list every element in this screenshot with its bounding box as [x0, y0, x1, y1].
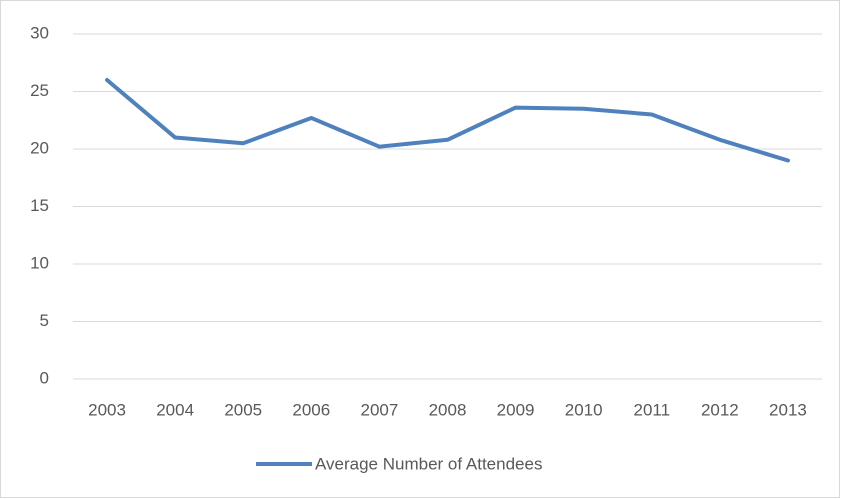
y-tick-label: 15 [30, 196, 49, 215]
x-tick-label: 2004 [156, 400, 194, 419]
x-tick-label: 2012 [701, 400, 739, 419]
x-tick-label: 2005 [224, 400, 262, 419]
x-tick-label: 2006 [292, 400, 330, 419]
x-tick-label: 2009 [497, 400, 535, 419]
legend-label: Average Number of Attendees [315, 454, 542, 473]
y-tick-label: 5 [40, 311, 49, 330]
x-tick-label: 2010 [565, 400, 603, 419]
x-tick-label: 2013 [769, 400, 807, 419]
y-tick-label: 20 [30, 138, 49, 157]
y-tick-label: 25 [30, 81, 49, 100]
y-tick-label: 0 [40, 368, 49, 387]
line-series [105, 78, 790, 163]
x-tick-label: 2008 [429, 400, 467, 419]
x-tick-label: 2011 [633, 400, 670, 419]
y-tick-label: 30 [30, 23, 49, 42]
y-tick-label: 10 [30, 253, 49, 272]
x-tick-label: 2003 [88, 400, 126, 419]
x-tick-label: 2007 [360, 400, 398, 419]
